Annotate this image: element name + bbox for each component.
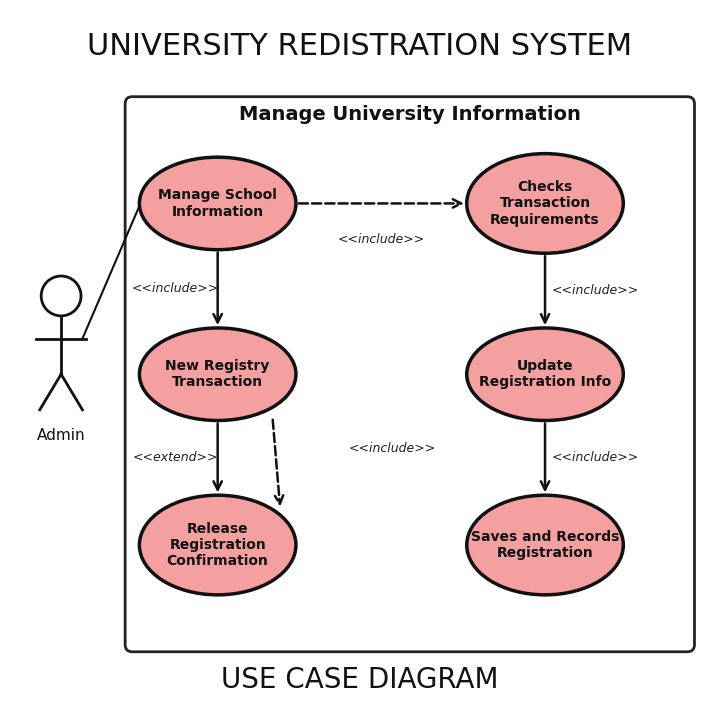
Text: USE CASE DIAGRAM: USE CASE DIAGRAM [221, 666, 499, 694]
Ellipse shape [467, 328, 624, 420]
Text: Manage University Information: Manage University Information [239, 105, 581, 124]
Ellipse shape [467, 495, 624, 595]
Text: <<include>>: <<include>> [131, 282, 219, 295]
Text: Manage School
Information: Manage School Information [158, 189, 277, 219]
Text: <<include>>: <<include>> [552, 284, 639, 297]
Ellipse shape [467, 153, 624, 253]
Text: Release
Registration
Confirmation: Release Registration Confirmation [167, 522, 269, 568]
Text: UNIVERSITY REDISTRATION SYSTEM: UNIVERSITY REDISTRATION SYSTEM [87, 32, 633, 61]
Text: New Registry
Transaction: New Registry Transaction [166, 359, 270, 390]
Text: Checks
Transaction
Requirements: Checks Transaction Requirements [490, 180, 600, 227]
Ellipse shape [140, 157, 296, 250]
Text: Saves and Records
Registration: Saves and Records Registration [471, 530, 619, 560]
Ellipse shape [140, 495, 296, 595]
Text: <<include>>: <<include>> [338, 233, 425, 246]
Text: <<include>>: <<include>> [348, 443, 436, 456]
Text: Update
Registration Info: Update Registration Info [479, 359, 611, 390]
Text: <<include>>: <<include>> [552, 451, 639, 464]
Text: Admin: Admin [37, 428, 86, 443]
Text: <<extend>>: <<extend>> [132, 451, 217, 464]
FancyBboxPatch shape [125, 96, 695, 652]
Ellipse shape [140, 328, 296, 420]
